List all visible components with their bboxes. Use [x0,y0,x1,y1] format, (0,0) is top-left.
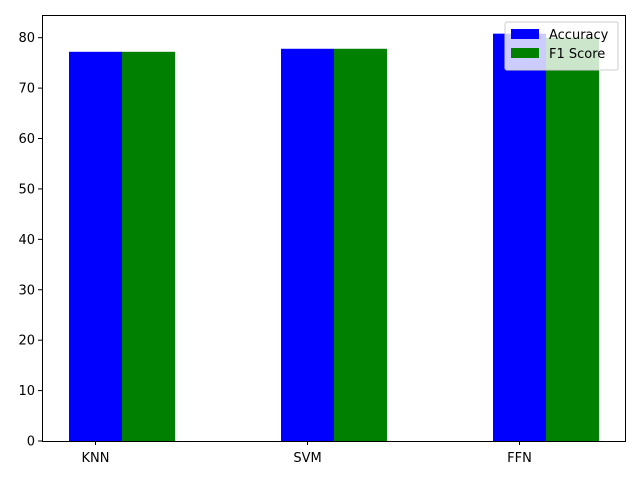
legend-swatch-f1-score [511,48,539,58]
legend-label-accuracy: Accuracy [549,28,609,43]
bar-f1-score-knn [122,51,175,441]
x-tick-label-knn: KNN [82,451,110,466]
plot-frame [42,15,626,442]
y-tick-label: 20 [18,334,35,349]
bar-accuracy-knn [69,51,122,441]
y-tick-label: 50 [18,182,35,197]
bar-accuracy-svm [281,48,334,441]
x-axis: KNN SVM FFN [82,441,532,466]
y-tick-label: 40 [18,233,35,248]
y-tick-label: 10 [18,384,35,399]
y-tick-label: 80 [18,31,35,46]
bar-f1-score-ffn [546,37,599,441]
bars-layer [69,33,599,441]
legend: Accuracy F1 Score [504,21,619,71]
y-tick-label: 60 [18,132,35,147]
bar-accuracy-ffn [493,33,546,441]
y-tick-label: 70 [18,82,35,97]
legend-label-f1-score: F1 Score [549,47,605,62]
y-tick-label: 0 [27,435,35,450]
x-tick-label-ffn: FFN [507,451,532,466]
legend-swatch-accuracy [511,29,539,39]
bar-f1-score-svm [334,48,387,441]
x-tick-label-svm: SVM [293,451,321,466]
y-tick-label: 30 [18,283,35,298]
y-axis: 0 10 20 30 40 50 60 70 80 [18,31,42,450]
